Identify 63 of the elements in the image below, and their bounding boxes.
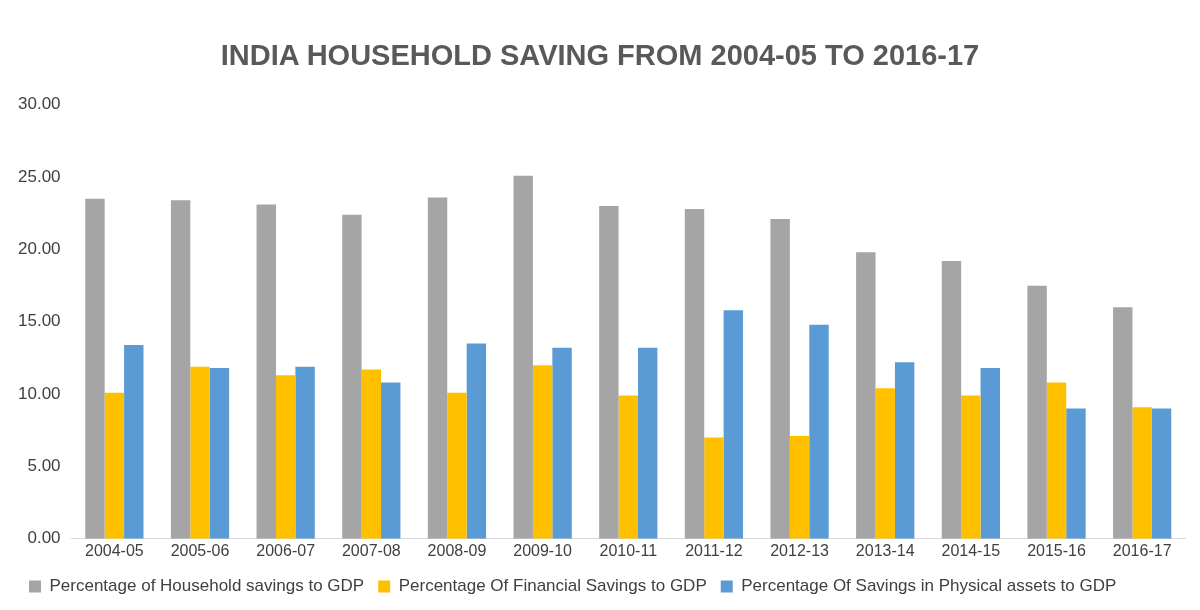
bar: [684, 208, 705, 539]
bar: [275, 375, 296, 539]
bar: [961, 395, 981, 539]
y-tick-label: 25.00: [17, 166, 61, 186]
bar: [809, 324, 829, 539]
bar: [941, 261, 962, 539]
bar: [1113, 307, 1133, 539]
bar: [1151, 408, 1172, 539]
bar: [190, 366, 210, 539]
bar: [723, 310, 744, 539]
x-tick-label: 2010-11: [599, 541, 658, 559]
bar: [532, 365, 553, 539]
x-tick-label: 2007-08: [341, 541, 401, 559]
bar: [980, 368, 1000, 539]
legend-label: Percentage Of Savings in Physical assets to GDP: [741, 576, 1117, 596]
x-tick-label: 2011-12: [685, 541, 743, 559]
bar: [427, 197, 448, 539]
bar: [124, 344, 144, 539]
legend-label: Percentage of Household savings to GDP: [49, 576, 365, 596]
x-tick-label: 2008-09: [427, 541, 487, 559]
bar: [552, 347, 572, 539]
x-tick-label: 2014-15: [941, 541, 1001, 559]
bar: [447, 392, 467, 539]
bar: [513, 175, 533, 539]
y-tick-label: 15.00: [17, 311, 61, 331]
bar: [209, 368, 230, 539]
bar: [894, 362, 915, 539]
chart-title: INDIA HOUSEHOLD SAVING FROM 2004-05 TO 2016-17: [220, 39, 980, 72]
bar: [104, 392, 125, 539]
x-tick-label: 2009-10: [513, 541, 573, 559]
bar: [704, 437, 724, 539]
y-tick-label: 5.00: [27, 456, 61, 476]
bar: [1066, 408, 1086, 539]
y-tick-label: 30.00: [17, 94, 61, 114]
bar: [618, 395, 638, 539]
bar: [295, 366, 315, 539]
x-tick-label: 2004-05: [85, 541, 144, 559]
bar: [875, 388, 895, 539]
bar: [342, 214, 362, 539]
x-tick-label: 2012-13: [770, 541, 830, 559]
x-tick-label: 2015-16: [1027, 541, 1086, 559]
y-tick-label: 20.00: [17, 239, 61, 259]
x-tick-label: 2013-14: [855, 541, 915, 559]
bar: [599, 206, 619, 539]
x-tick-label: 2016-17: [1112, 541, 1172, 559]
bar: [856, 252, 876, 539]
bar: [361, 369, 382, 539]
bar: [256, 204, 276, 539]
y-tick-label: 0.00: [27, 528, 61, 548]
bar: [1046, 382, 1067, 539]
x-tick-label: 2006-07: [256, 541, 316, 559]
legend-label: Percentage Of Financial Savings to GDP: [398, 576, 707, 596]
x-tick-label: 2005-06: [170, 541, 230, 559]
bar: [637, 347, 658, 539]
bar: [1027, 285, 1047, 539]
bar: [1132, 407, 1152, 539]
bar: [170, 200, 191, 539]
bar: [770, 219, 790, 539]
y-tick-label: 10.00: [17, 383, 61, 403]
bar: [381, 382, 401, 539]
bar: [85, 198, 105, 539]
bar: [466, 343, 487, 539]
bar: [789, 436, 810, 539]
